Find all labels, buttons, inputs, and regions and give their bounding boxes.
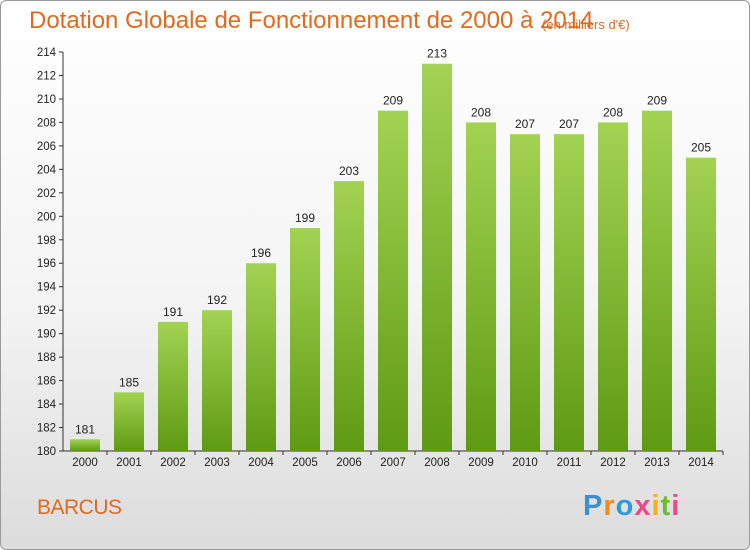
x-tick-label-2007: 2007: [380, 457, 406, 469]
bar-2002: [158, 321, 188, 451]
bar-2013: [642, 110, 672, 452]
x-tick-label-2006: 2006: [336, 457, 362, 469]
x-tick-label-2011: 2011: [557, 457, 582, 469]
data-label-2014: 205: [691, 141, 711, 155]
bar-2010: [510, 134, 540, 451]
x-tick-label-2004: 2004: [248, 457, 274, 469]
bar-2007: [378, 110, 408, 452]
data-label-2012: 208: [603, 105, 623, 119]
data-label-2008: 213: [427, 47, 447, 61]
chart-subtitle: (en milliers d'€): [542, 17, 630, 32]
data-label-2003: 192: [207, 293, 227, 307]
y-tick-label: 204: [37, 164, 57, 176]
y-tick-label: 192: [37, 305, 56, 317]
y-tick-label: 200: [37, 211, 56, 223]
bar-2014: [686, 157, 716, 451]
x-tick-label-2013: 2013: [644, 457, 670, 469]
data-label-2004: 196: [251, 246, 271, 260]
y-tick-label: 212: [37, 70, 56, 82]
y-tick-label: 180: [37, 446, 56, 458]
x-tick-label-2001: 2001: [116, 457, 142, 469]
x-tick-label-2009: 2009: [468, 457, 494, 469]
data-label-2000: 181: [75, 422, 95, 436]
data-label-2013: 209: [647, 94, 667, 108]
chart-title: Dotation Globale de Fonctionnement de 20…: [29, 7, 594, 34]
data-label-2007: 209: [383, 94, 403, 108]
bar-2008: [422, 63, 452, 452]
x-tick-label-2008: 2008: [424, 457, 450, 469]
x-tick-label-2000: 2000: [72, 457, 98, 469]
data-label-2002: 191: [163, 305, 183, 319]
bar-2005: [290, 228, 320, 451]
data-label-2010: 207: [515, 117, 535, 131]
chart-bars: [70, 63, 716, 452]
data-label-2006: 203: [339, 164, 359, 178]
y-tick-label: 206: [37, 141, 56, 153]
y-tick-label: 184: [37, 399, 57, 411]
y-tick-label: 210: [37, 94, 56, 106]
data-label-2011: 207: [559, 117, 579, 131]
x-tick-label-2005: 2005: [292, 457, 318, 469]
y-tick-label: 202: [37, 188, 56, 200]
chart-labels: 181 2000 185 2001 191 2002 192 2003 196 2004 199 20…: [72, 47, 714, 469]
y-tick-label: 186: [37, 376, 56, 388]
bar-2006: [334, 181, 364, 451]
y-tick-label: 214: [37, 47, 57, 59]
y-tick-label: 188: [37, 352, 56, 364]
commune-name: BARCUS: [37, 496, 122, 519]
y-tick-label: 208: [37, 117, 56, 129]
data-label-2009: 208: [471, 105, 491, 119]
bar-2003: [202, 310, 232, 451]
bar-2009: [466, 122, 496, 451]
y-tick-label: 196: [37, 258, 56, 270]
bar-2012: [598, 122, 628, 451]
chart-axes: 180 182 184 186 188 190 192 194 196 198 200 202 204 2…: [37, 47, 724, 458]
proxiti-logo[interactable]: Proxiti: [583, 490, 681, 522]
bar-2001: [114, 392, 144, 451]
y-tick-label: 190: [37, 329, 56, 341]
x-tick-label-2002: 2002: [160, 457, 186, 469]
data-label-2005: 199: [295, 211, 315, 225]
bar-2004: [246, 263, 276, 451]
y-tick-label: 182: [37, 423, 56, 435]
x-tick-label-2012: 2012: [600, 457, 626, 469]
data-label-2001: 185: [119, 375, 139, 389]
y-tick-label: 198: [37, 235, 56, 247]
x-tick-label-2003: 2003: [204, 457, 230, 469]
y-tick-label: 194: [37, 282, 57, 294]
x-tick-label-2010: 2010: [512, 457, 538, 469]
bar-2011: [554, 134, 584, 451]
bar-2000: [70, 439, 100, 451]
x-tick-label-2014: 2014: [688, 457, 714, 469]
